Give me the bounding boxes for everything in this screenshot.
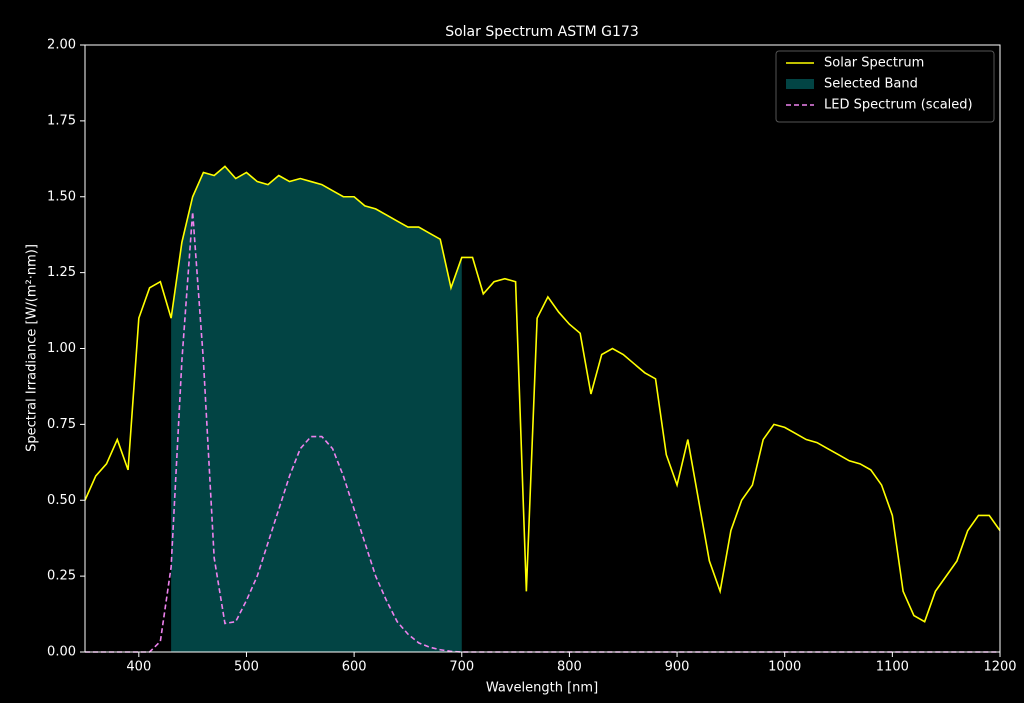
x-tick-label: 800 <box>557 660 582 675</box>
legend-swatch <box>786 79 814 89</box>
x-tick-label: 500 <box>234 660 259 675</box>
y-tick-label: 1.50 <box>47 189 76 204</box>
selected-band <box>171 166 462 652</box>
legend-label: Solar Spectrum <box>824 56 924 71</box>
x-tick-label: 1200 <box>983 660 1016 675</box>
x-tick-label: 1000 <box>768 660 801 675</box>
y-tick-label: 0.25 <box>47 569 76 584</box>
x-tick-label: 900 <box>665 660 690 675</box>
y-tick-label: 2.00 <box>47 38 76 53</box>
chart-title: Solar Spectrum ASTM G173 <box>445 24 639 40</box>
legend-label: Selected Band <box>824 77 918 92</box>
y-tick-label: 1.75 <box>47 113 76 128</box>
y-tick-label: 0.00 <box>47 645 76 660</box>
y-tick-label: 0.50 <box>47 493 76 508</box>
x-axis-label: Wavelength [nm] <box>486 681 598 696</box>
legend-label: LED Spectrum (scaled) <box>824 98 973 113</box>
y-tick-label: 1.25 <box>47 265 76 280</box>
legend-box <box>775 50 995 123</box>
series-line <box>84 165 1001 623</box>
x-tick-label: 400 <box>126 660 151 675</box>
x-tick-label: 600 <box>342 660 367 675</box>
y-tick-label: 1.00 <box>47 341 76 356</box>
x-tick-label: 1100 <box>876 660 909 675</box>
y-tick-label: 0.75 <box>47 417 76 432</box>
y-axis-label: Spectral Irradiance [W/(m²·nm)] <box>25 244 40 452</box>
x-tick-label: 700 <box>449 660 474 675</box>
